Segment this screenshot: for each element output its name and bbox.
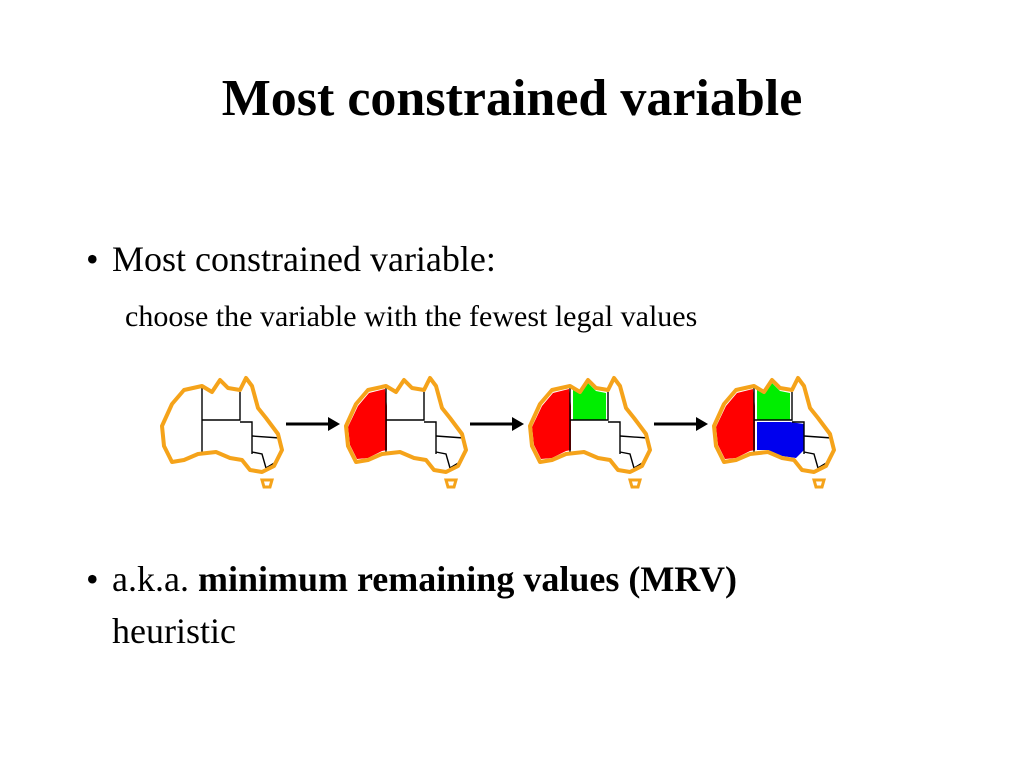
state-border [619, 435, 649, 439]
bullet-1: • Most constrained variable: [86, 238, 496, 280]
state-border [240, 421, 253, 454]
australia-map-step-4 [712, 376, 836, 489]
arrow-head [328, 417, 340, 431]
bullet-1-subtext: choose the variable with the fewest lega… [125, 300, 698, 333]
state-border [202, 392, 241, 421]
state-border [570, 392, 609, 421]
state-border [608, 421, 621, 454]
australia-map-step-2 [344, 376, 468, 489]
state-border [251, 451, 267, 469]
coastline-outline [344, 376, 468, 474]
arrow-head [512, 417, 524, 431]
state-border [754, 392, 793, 421]
region-nt-green [573, 383, 606, 420]
australia-map-step-3 [528, 376, 652, 489]
bullet-2: • a.k.a. minimum remaining values (MRV) [86, 558, 737, 600]
bullet-2-continuation: heuristic [112, 611, 236, 651]
arrow-head [696, 417, 708, 431]
region-nt-green [757, 383, 790, 420]
arrow-1 [286, 417, 340, 431]
arrow-2 [470, 417, 524, 431]
coastline-outline [160, 376, 284, 474]
australia-map-step-1 [160, 376, 284, 489]
tasmania-outline [260, 478, 274, 489]
slide-title: Most constrained variable [221, 70, 803, 127]
state-border [803, 435, 833, 439]
australia-map-coloring-diagram [160, 376, 836, 489]
arrow-3 [654, 417, 708, 431]
tasmania-outline [812, 478, 826, 489]
state-border [386, 392, 425, 421]
bullet-2-bold-text: minimum remaining values (MRV) [197, 559, 738, 599]
bullet-1-text: Most constrained variable: [112, 239, 496, 279]
bullet-2-prefix: a.k.a. [112, 559, 189, 599]
state-border [792, 421, 805, 454]
state-border [251, 435, 281, 439]
coastline-outline [528, 376, 652, 474]
tasmania-outline [628, 478, 642, 489]
tasmania-outline [444, 478, 458, 489]
coastline-outline [712, 376, 836, 474]
region-sa-blue [757, 422, 804, 458]
region-wa-red [348, 389, 387, 459]
state-border [424, 421, 437, 454]
state-border [803, 451, 819, 469]
state-border [435, 435, 465, 439]
region-wa-red [532, 389, 571, 459]
region-wa-red [716, 389, 755, 459]
bullet-marker: • [86, 239, 99, 279]
state-border [435, 451, 451, 469]
state-border [619, 451, 635, 469]
bullet-marker: • [86, 559, 99, 599]
